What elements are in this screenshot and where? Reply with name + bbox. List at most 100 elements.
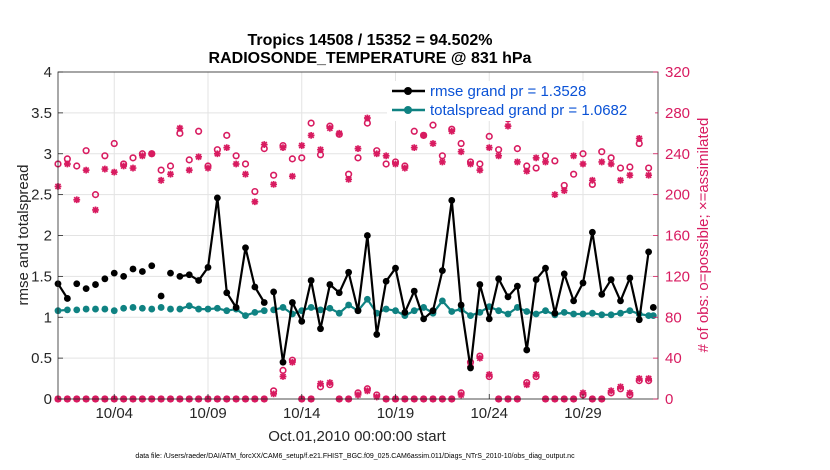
spread-point bbox=[579, 310, 587, 318]
obs-possible-point bbox=[579, 150, 587, 158]
y-tick-label: 4 bbox=[44, 64, 52, 81]
rmse-point bbox=[185, 271, 193, 279]
spread-point bbox=[382, 305, 390, 313]
spread-point bbox=[532, 310, 540, 318]
rmse-point bbox=[298, 317, 306, 325]
obs-assimilated-point bbox=[354, 145, 362, 153]
obs-assimilated-point bbox=[438, 158, 446, 166]
rmse-point bbox=[401, 308, 409, 316]
rmse-point bbox=[617, 297, 624, 305]
obs-assimilated-point bbox=[345, 175, 353, 183]
obs-assimilated-bottom-point bbox=[354, 391, 362, 399]
obs-possible-point bbox=[288, 155, 296, 163]
spread-point bbox=[523, 308, 531, 315]
spread-line bbox=[179, 304, 265, 317]
obs-assimilated-point bbox=[598, 158, 606, 166]
obs-assimilated-point bbox=[195, 153, 203, 161]
rmse-point bbox=[92, 281, 99, 288]
spread-point bbox=[420, 304, 428, 311]
spread-point bbox=[92, 305, 99, 313]
obs-assimilated-point bbox=[523, 167, 531, 175]
spread-point bbox=[645, 312, 653, 320]
obs-assimilated-point bbox=[185, 166, 193, 174]
obs-possible-point bbox=[270, 171, 278, 179]
obs-assimilated-point bbox=[242, 170, 249, 178]
obs-assimilated-bottom-point bbox=[607, 387, 615, 395]
spread-point bbox=[82, 305, 90, 313]
obs-assimilated-point bbox=[129, 164, 137, 172]
rmse-point bbox=[335, 289, 343, 297]
obs-possible-point bbox=[551, 157, 559, 165]
obs-assimilated-point bbox=[551, 191, 559, 199]
obs-assimilated-bottom-point bbox=[326, 379, 334, 387]
rmse-series bbox=[54, 194, 657, 372]
rmse-point bbox=[532, 276, 540, 284]
rmse-point bbox=[485, 315, 493, 323]
rmse-point bbox=[513, 282, 521, 290]
obs-assimilated-point bbox=[410, 144, 418, 152]
x-tick-label: 10/24 bbox=[470, 405, 508, 422]
spread-point bbox=[542, 307, 549, 315]
obs-possible-point bbox=[410, 127, 418, 135]
rmse-point bbox=[288, 299, 296, 306]
rmse-point bbox=[101, 275, 109, 283]
spread-point bbox=[73, 306, 81, 314]
y-right-tick-label: 200 bbox=[665, 187, 690, 204]
obs-assimilated-point bbox=[626, 171, 634, 179]
y-tick-label: 1 bbox=[44, 309, 52, 326]
rmse-point bbox=[307, 277, 315, 284]
spread-point bbox=[110, 307, 118, 315]
obs-assimilated-point bbox=[476, 166, 484, 174]
x-axis-label: Oct.01,2010 00:00:00 start bbox=[268, 428, 446, 445]
obs-assimilated-point bbox=[363, 114, 371, 122]
spread-series bbox=[54, 295, 657, 320]
obs-possible-point bbox=[382, 160, 390, 168]
spread-point bbox=[101, 305, 109, 313]
rmse-point bbox=[420, 315, 428, 323]
obs-possible-point bbox=[241, 160, 250, 168]
legend: rmse grand pr = 1.3528 totalspread grand… bbox=[387, 81, 655, 121]
rmse-point bbox=[588, 228, 596, 236]
obs-possible-point bbox=[232, 152, 240, 160]
obs-assimilated-point bbox=[560, 187, 568, 194]
obs-assimilated-point bbox=[148, 150, 156, 158]
rmse-point bbox=[129, 265, 137, 273]
obs-assimilated-series bbox=[54, 114, 653, 214]
legend-rmse-label: rmse grand pr = 1.3528 bbox=[430, 83, 586, 100]
obs-assimilated-point bbox=[63, 160, 71, 168]
obs-assimilated-point bbox=[317, 146, 324, 154]
spread-point bbox=[598, 311, 606, 319]
rmse-point bbox=[598, 290, 606, 298]
obs-assimilated-bottom-point bbox=[457, 391, 465, 399]
rmse-point bbox=[213, 194, 221, 202]
y-tick-label: 1.5 bbox=[31, 268, 52, 285]
rmse-point bbox=[438, 267, 446, 275]
spread-point bbox=[617, 309, 624, 317]
rmse-point bbox=[542, 264, 549, 272]
x-tick-label: 10/04 bbox=[95, 405, 133, 422]
x-tick-label: 10/19 bbox=[377, 405, 415, 422]
obs-assimilated-point bbox=[82, 166, 90, 174]
spread-point bbox=[495, 307, 503, 315]
obs-possible-point bbox=[73, 162, 81, 170]
rmse-point bbox=[204, 263, 212, 271]
obs-possible-point bbox=[91, 191, 100, 199]
y-tick-label: 0.5 bbox=[31, 350, 52, 367]
rmse-point bbox=[467, 364, 474, 372]
obs-possible-point bbox=[307, 119, 315, 127]
y-tick-label: 3 bbox=[44, 146, 52, 163]
obs-assimilated-point bbox=[429, 140, 437, 147]
obs-possible-point bbox=[185, 156, 193, 164]
rmse-line bbox=[179, 197, 266, 311]
spread-point bbox=[204, 305, 212, 313]
rmse-point bbox=[195, 277, 203, 284]
rmse-point bbox=[570, 297, 578, 305]
obs-assimilated-point bbox=[167, 170, 174, 178]
spread-point bbox=[345, 301, 353, 309]
plot-area: 10/04 10/09 10/14 10/19 10/24 10/29 0 0.5 1 1.5 2 2… bbox=[31, 64, 690, 422]
spread-point bbox=[176, 305, 184, 313]
rmse-point bbox=[476, 281, 484, 288]
y-axis-label: rmse and totalspread bbox=[15, 165, 32, 306]
rmse-point bbox=[560, 270, 568, 278]
rmse-point bbox=[63, 295, 71, 302]
